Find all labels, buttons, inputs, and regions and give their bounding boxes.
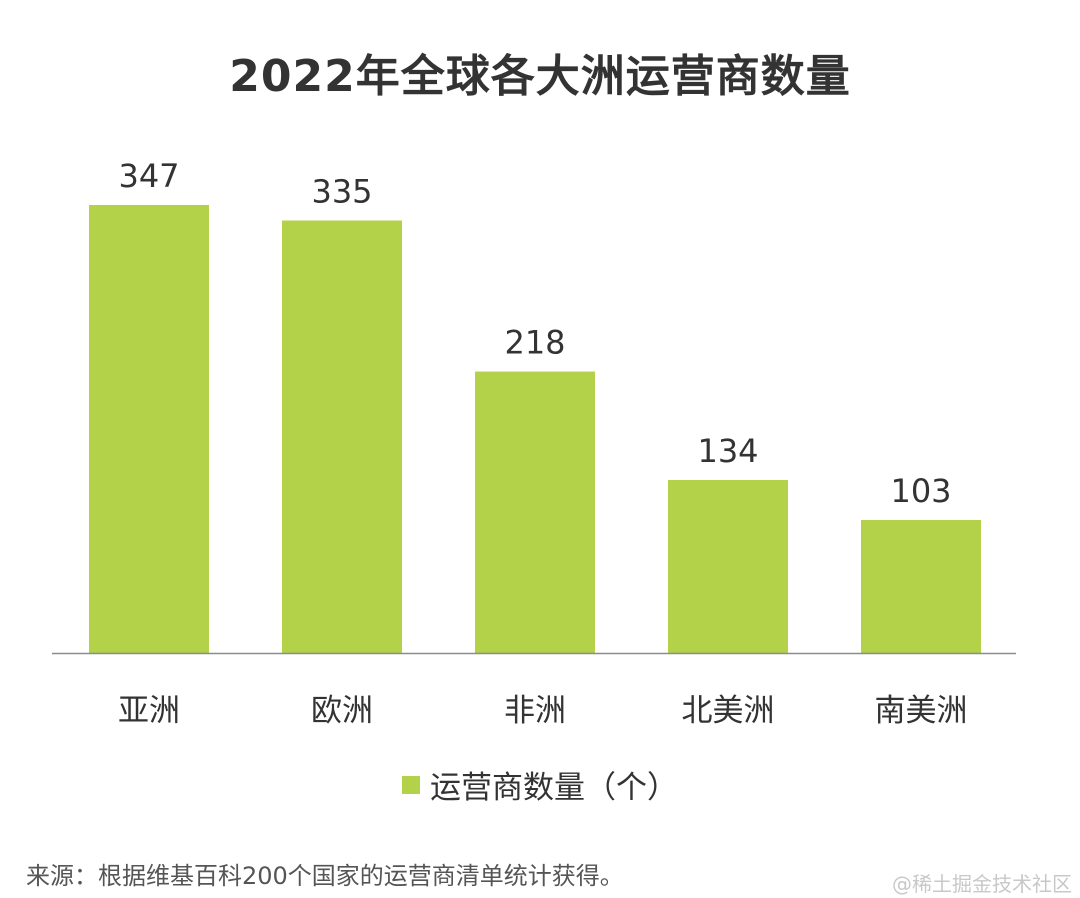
legend-swatch bbox=[402, 775, 420, 794]
x-tick-label-4: 北美洲 bbox=[682, 693, 775, 729]
x-tick-label-2: 欧洲 bbox=[311, 693, 373, 729]
bar-4 bbox=[668, 479, 788, 653]
data-label-1: 347 bbox=[118, 157, 179, 195]
data-label-4: 134 bbox=[697, 432, 758, 470]
x-tick-label-1: 亚洲 bbox=[118, 693, 180, 729]
x-tick-label-5: 南美洲 bbox=[875, 693, 968, 729]
legend-label: 运营商数量（个） bbox=[430, 770, 678, 806]
watermark: @稀土掘金技术社区 bbox=[892, 872, 1072, 896]
bar-3 bbox=[475, 371, 595, 653]
x-tick-label-3: 非洲 bbox=[504, 693, 566, 729]
legend: 运营商数量（个） bbox=[0, 762, 1080, 807]
bar-1 bbox=[89, 205, 209, 653]
data-label-2: 335 bbox=[311, 172, 372, 210]
bar-2 bbox=[282, 220, 402, 653]
chart-title: 2022年全球各大洲运营商数量 bbox=[229, 51, 851, 102]
data-label-3: 218 bbox=[504, 324, 565, 362]
source-note: 来源：根据维基百科200个国家的运营商清单统计获得。 bbox=[26, 862, 624, 890]
bar-5 bbox=[861, 520, 981, 653]
data-label-5: 103 bbox=[890, 472, 951, 510]
